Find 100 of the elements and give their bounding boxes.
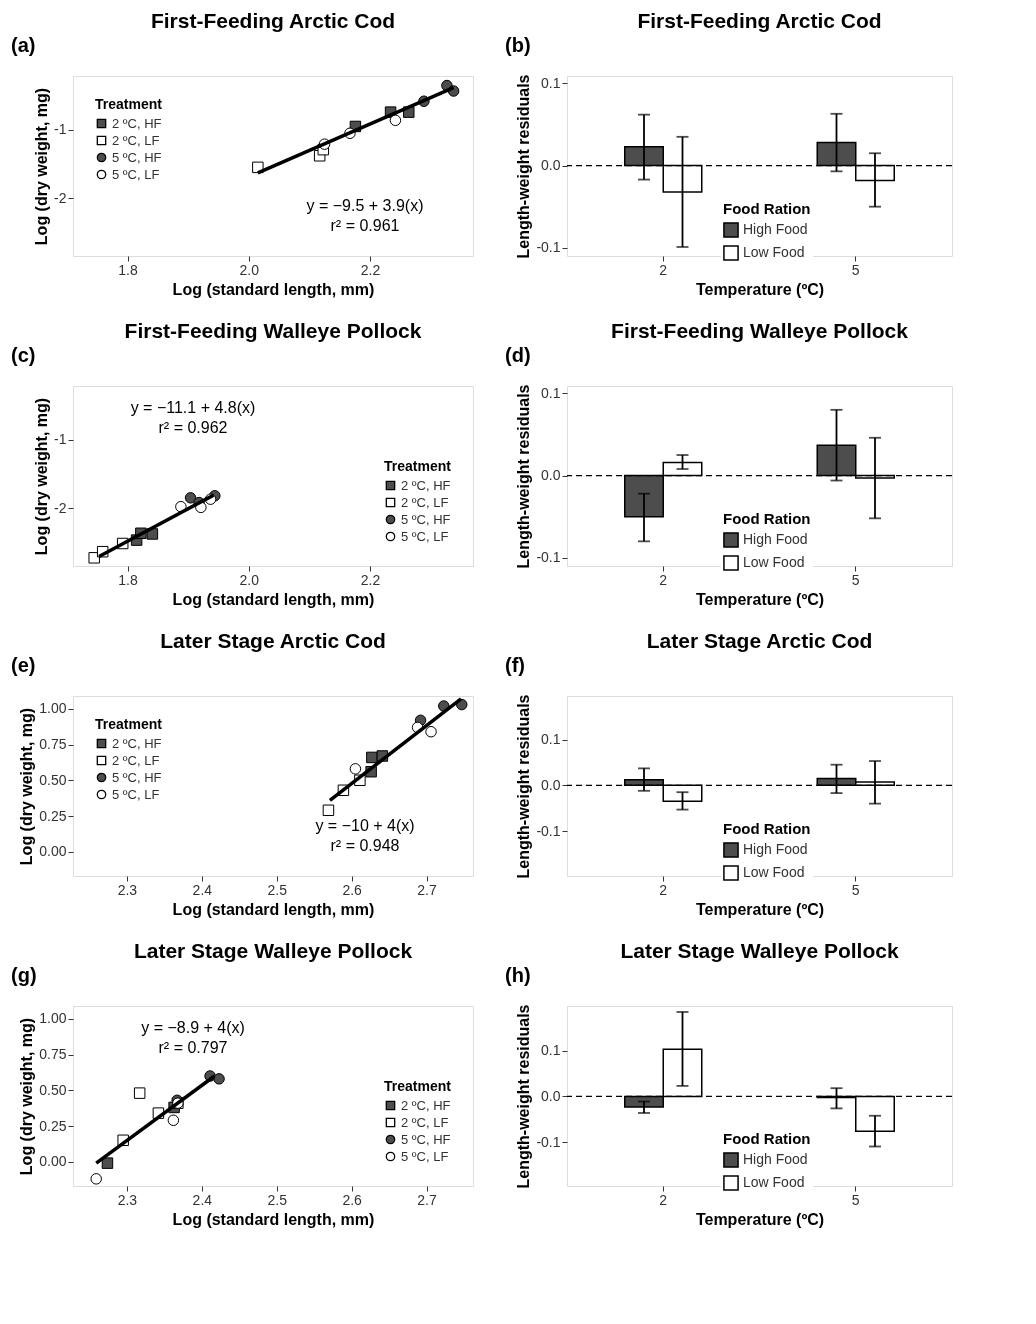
y-tick-label: -0.1 xyxy=(536,1133,561,1150)
y-tick-label: 0.75 xyxy=(39,1046,67,1063)
text: (a) xyxy=(11,34,36,56)
y-axis-title: Log (dry weight, mg) xyxy=(33,397,51,556)
text: (b) xyxy=(505,34,531,56)
text: (e) xyxy=(11,654,36,676)
x-tick-label: 2.2 xyxy=(360,261,381,278)
legend-title: Food Ration xyxy=(723,510,811,527)
y-tick-label: 0.0 xyxy=(541,157,561,174)
legend-label: 2 ºC, HF xyxy=(401,477,451,493)
legend-label: High Food xyxy=(743,221,808,237)
chart-title: Later Stage Arctic Cod xyxy=(646,629,873,652)
y-tick-label: 0.1 xyxy=(541,384,561,401)
y-tick-label: -1 xyxy=(54,121,67,138)
x-tick-label: 2 xyxy=(659,881,668,898)
y-axis-title: Length-weight residuals xyxy=(515,74,533,259)
text: (g) xyxy=(11,964,37,986)
y-tick-label: 0.0 xyxy=(541,1087,561,1104)
y-tick-label: 0.25 xyxy=(39,1117,67,1134)
text: (d) xyxy=(505,344,531,366)
x-tick-label: 5 xyxy=(851,1191,860,1208)
annotation: r² = 0.797 xyxy=(158,1038,228,1056)
y-tick-label: 0.0 xyxy=(541,467,561,484)
legend-title: Treatment xyxy=(95,96,163,112)
annotation: y = −10 + 4(x) xyxy=(315,816,415,834)
legend-label: High Food xyxy=(743,841,808,857)
legend-label: Low Food xyxy=(743,1174,805,1190)
y-tick-label: -2 xyxy=(54,189,67,206)
y-axis-title: Length-weight residuals xyxy=(515,694,533,879)
y-axis-title: Log (dry weight, mg) xyxy=(18,707,36,866)
x-tick-label: 5 xyxy=(851,261,860,278)
legend-label: 5 ºC, HF xyxy=(112,769,162,785)
y-tick-label: 1.00 xyxy=(39,700,67,717)
x-axis-title: Log (standard length, mm) xyxy=(172,590,375,608)
y-tick-label: 0.1 xyxy=(541,74,561,91)
chart-title: Later Stage Walleye Pollock xyxy=(620,939,899,962)
chart-title: First-Feeding Arctic Cod xyxy=(637,9,882,32)
legend-label: 5 ºC, HF xyxy=(112,149,162,165)
legend-label: 5 ºC, LF xyxy=(112,786,160,802)
legend-label: Low Food xyxy=(743,244,805,260)
y-tick-label: 0.00 xyxy=(39,843,67,860)
legend-title: Food Ration xyxy=(723,1130,811,1147)
x-tick-label: 1.8 xyxy=(118,261,138,278)
chart-title: First-Feeding Walleye Pollock xyxy=(611,319,909,342)
y-tick-label: 1.00 xyxy=(39,1010,67,1027)
legend-label: High Food xyxy=(743,1151,808,1167)
x-tick-label: 5 xyxy=(851,571,860,588)
legend-label: Low Food xyxy=(743,554,805,570)
x-tick-label: 2.3 xyxy=(117,1191,138,1208)
x-tick-label: 2.5 xyxy=(267,1191,288,1208)
y-tick-label: 0.50 xyxy=(39,771,67,788)
legend-label: 2 ºC, LF xyxy=(112,752,160,768)
x-axis-title: Temperature (ºC) xyxy=(695,900,825,918)
x-tick-label: 2.0 xyxy=(239,571,260,588)
y-tick-label: 0.00 xyxy=(39,1153,67,1170)
chart-title: Later Stage Arctic Cod xyxy=(160,629,386,652)
legend-label: 5 ºC, HF xyxy=(401,1131,451,1147)
legend-label: 2 ºC, LF xyxy=(401,494,449,510)
y-axis-title: Log (dry weight, mg) xyxy=(33,87,51,246)
x-tick-label: 2.6 xyxy=(342,881,363,898)
x-tick-label: 2.7 xyxy=(417,881,437,898)
x-axis-title: Temperature (ºC) xyxy=(695,280,825,298)
legend-title: Treatment xyxy=(384,458,452,474)
legend-title: Food Ration xyxy=(723,820,811,837)
y-tick-label: -2 xyxy=(54,499,67,516)
x-tick-label: 5 xyxy=(851,881,860,898)
legend-label: 2 ºC, HF xyxy=(112,115,162,131)
x-axis-title: Temperature (ºC) xyxy=(695,1210,825,1228)
x-tick-label: 2 xyxy=(659,1191,668,1208)
x-tick-label: 1.8 xyxy=(118,571,138,588)
text: (h) xyxy=(505,964,531,986)
y-tick-label: 0.0 xyxy=(541,776,561,793)
x-tick-label: 2.2 xyxy=(360,571,381,588)
legend-label: 2 ºC, HF xyxy=(401,1097,451,1113)
legend-label: 5 ºC, LF xyxy=(112,166,160,182)
chart-title: Later Stage Walleye Pollock xyxy=(133,939,413,962)
annotation: r² = 0.961 xyxy=(330,216,400,234)
legend-label: Low Food xyxy=(743,864,805,880)
x-tick-label: 2.7 xyxy=(417,1191,437,1208)
y-tick-label: -0.1 xyxy=(536,822,561,839)
x-tick-label: 2.3 xyxy=(117,881,138,898)
y-axis-title: Log (dry weight, mg) xyxy=(18,1017,36,1176)
y-tick-label: 0.1 xyxy=(541,731,561,748)
legend-title: Food Ration xyxy=(723,200,811,217)
legend-label: 5 ºC, LF xyxy=(401,1148,449,1164)
annotation: y = −8.9 + 4(x) xyxy=(141,1018,245,1036)
legend-label: 5 ºC, HF xyxy=(401,511,451,527)
text: (c) xyxy=(11,344,36,366)
x-tick-label: 2 xyxy=(659,571,668,588)
y-tick-label: 0.1 xyxy=(541,1042,561,1059)
y-tick-label: -0.1 xyxy=(536,239,561,256)
x-tick-label: 2.5 xyxy=(267,881,288,898)
chart-title: First-Feeding Arctic Cod xyxy=(150,9,396,32)
legend-label: 5 ºC, LF xyxy=(401,528,449,544)
chart-title: First-Feeding Walleye Pollock xyxy=(124,319,422,342)
x-tick-label: 2.0 xyxy=(239,261,260,278)
y-tick-label: -0.1 xyxy=(536,549,561,566)
x-tick-label: 2.4 xyxy=(192,881,213,898)
x-tick-label: 2.4 xyxy=(192,1191,213,1208)
legend-label: 2 ºC, LF xyxy=(401,1114,449,1130)
